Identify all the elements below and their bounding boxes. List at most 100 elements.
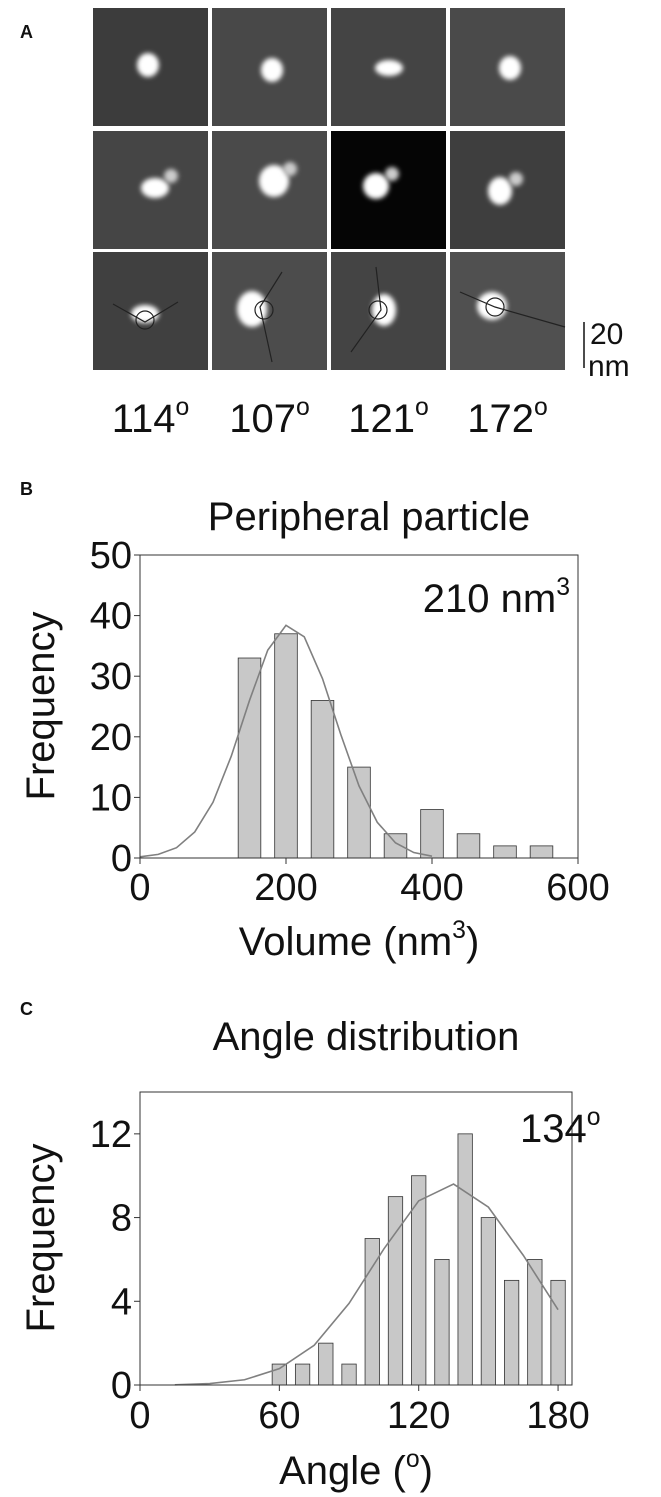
text-part: 172 <box>467 397 534 441</box>
plot-frame <box>139 554 579 859</box>
angle-label: 172o <box>467 394 548 441</box>
bar <box>294 1363 311 1386</box>
y-tick-label: 40 <box>90 596 132 638</box>
x-axis-label: Angle (o) <box>279 1446 433 1493</box>
text-part: 210 nm <box>423 577 556 621</box>
angle-arc <box>254 300 274 320</box>
superscript: o <box>406 1446 420 1473</box>
bar <box>527 1259 543 1386</box>
y-tick-label: 0 <box>111 1365 132 1407</box>
angle-line <box>459 291 566 328</box>
y-tick-label: 12 <box>90 1114 132 1156</box>
angle-arc <box>368 300 388 320</box>
text-part: ) <box>466 920 479 964</box>
superscript: 3 <box>452 917 466 944</box>
y-tick-label: 30 <box>90 656 132 698</box>
particle <box>164 169 178 183</box>
text-part: 107 <box>229 397 296 441</box>
x-tick-label: 0 <box>129 1395 150 1437</box>
bar <box>274 633 298 859</box>
chart-title: Peripheral particle <box>208 495 530 539</box>
bar <box>457 1133 473 1386</box>
chart-title: Angle distribution <box>213 1015 520 1059</box>
panel-label: C <box>20 999 33 1019</box>
particle <box>375 60 403 76</box>
scale-unit: nm <box>588 350 630 383</box>
bar <box>434 1259 450 1386</box>
angle-label: 121o <box>348 394 429 441</box>
particle <box>141 178 169 198</box>
particle <box>372 294 396 326</box>
superscript: o <box>296 394 310 421</box>
bar <box>341 1363 357 1386</box>
panel-label: A <box>20 22 33 42</box>
particle <box>283 162 297 176</box>
y-tick-label: 10 <box>90 777 132 819</box>
bar <box>310 700 335 859</box>
angle-line <box>112 301 179 323</box>
bar <box>480 1217 496 1386</box>
bar <box>271 1363 287 1386</box>
text-part: 121 <box>348 397 415 441</box>
x-tick-label: 60 <box>258 1395 300 1437</box>
text-part: 134 <box>520 1107 587 1151</box>
fit-curve <box>174 1183 559 1386</box>
y-tick-label: 50 <box>90 535 132 577</box>
text-part: 114 <box>112 397 176 441</box>
particle <box>131 305 159 323</box>
superscript: o <box>415 394 429 421</box>
particle <box>509 172 523 186</box>
particle <box>488 177 512 205</box>
x-axis-label: Volume (nm3) <box>239 917 480 964</box>
bar <box>347 766 371 859</box>
bar <box>318 1342 334 1386</box>
particle <box>237 291 267 327</box>
bar <box>529 845 554 859</box>
superscript: o <box>587 1104 601 1131</box>
scale-number: 20 <box>590 318 623 351</box>
y-axis-label: Frequency <box>19 1144 63 1333</box>
x-tick-label: 400 <box>400 867 463 909</box>
bar <box>550 1279 566 1386</box>
superscript: 3 <box>556 574 570 601</box>
y-tick-label: 20 <box>90 717 132 759</box>
bar <box>504 1279 520 1386</box>
particle <box>261 58 283 82</box>
annotation: 210 nm3 <box>423 574 570 621</box>
particle <box>499 56 521 80</box>
afm-tile <box>331 131 446 249</box>
superscript: o <box>534 394 548 421</box>
angle-arc <box>135 310 155 330</box>
x-tick-label: 180 <box>526 1395 589 1437</box>
bar <box>456 833 481 859</box>
angle-label: 114o <box>112 394 190 441</box>
angle-line <box>350 266 382 353</box>
particle <box>259 165 289 197</box>
y-tick-label: 0 <box>111 838 132 880</box>
superscript: o <box>175 394 189 421</box>
text-part: Volume (nm <box>239 920 452 964</box>
bar <box>493 845 517 859</box>
bar <box>420 809 444 859</box>
annotation: 134o <box>520 1104 601 1151</box>
particle <box>137 53 159 77</box>
particle <box>385 167 399 181</box>
text-part: Angle ( <box>279 1449 406 1493</box>
panel-label: B <box>20 479 33 499</box>
x-tick-label: 200 <box>254 867 317 909</box>
y-axis-label: Frequency <box>19 612 63 801</box>
x-tick-label: 600 <box>546 867 609 909</box>
particle <box>363 173 389 199</box>
angle-arc <box>485 297 505 317</box>
angle-label: 107o <box>229 394 310 441</box>
y-tick-label: 4 <box>111 1281 132 1323</box>
bar <box>237 657 262 859</box>
bar <box>383 833 408 859</box>
x-tick-label: 120 <box>387 1395 450 1437</box>
text-part: ) <box>420 1449 433 1493</box>
y-tick-label: 8 <box>111 1198 132 1240</box>
x-tick-label: 0 <box>129 867 150 909</box>
fit-curve <box>139 624 433 858</box>
plot-frame <box>139 1091 573 1386</box>
